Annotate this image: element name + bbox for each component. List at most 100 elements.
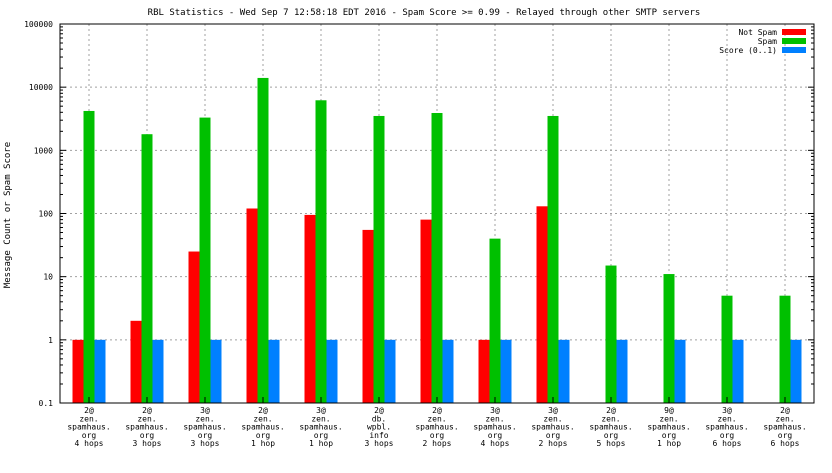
x-tick-label: spamhaus. [763, 423, 806, 432]
x-tick-label: 3@ [316, 406, 326, 415]
x-tick-label: zen. [427, 414, 446, 423]
x-tick-label: zen. [79, 414, 98, 423]
bar-score-0-1 [210, 339, 222, 403]
x-tick-label: org [488, 431, 503, 440]
x-tick-label: org [778, 431, 793, 440]
bar-not-spam [478, 339, 490, 403]
bar-score-0-1 [500, 339, 512, 403]
bar-not-spam [188, 251, 200, 403]
bar-not-spam [304, 214, 316, 403]
x-tick-label: 3@ [722, 406, 732, 415]
y-tick-label: 100000 [24, 20, 53, 29]
x-tick-label: zen. [485, 414, 504, 423]
bar-spam [489, 238, 501, 403]
x-tick-label: zen. [137, 414, 156, 423]
bar-spam [431, 112, 443, 404]
bar-spam [373, 115, 385, 403]
x-tick-label: 2@ [432, 406, 442, 415]
bar-not-spam [246, 208, 258, 403]
x-tick-label: org [430, 431, 445, 440]
x-tick-label: spamhaus. [705, 423, 748, 432]
x-tick-label: org [198, 431, 213, 440]
x-tick-label: wpbl. [367, 423, 391, 432]
y-tick-label: 1 [48, 336, 53, 345]
x-tick-label: spamhaus. [415, 423, 458, 432]
bar-score-0-1 [616, 339, 628, 403]
bar-score-0-1 [268, 339, 280, 403]
x-tick-label: 2@ [84, 406, 94, 415]
x-tick-label: zen. [543, 414, 562, 423]
x-tick-label: 6 hops [771, 439, 800, 448]
bar-not-spam [72, 339, 84, 403]
x-tick-label: 1 hop [251, 439, 275, 448]
x-tick-label: 3@ [200, 406, 210, 415]
x-tick-label: spamhaus. [647, 423, 690, 432]
x-tick-label: zen. [601, 414, 620, 423]
bar-score-0-1 [674, 339, 686, 403]
x-tick-label: spamhaus. [473, 423, 516, 432]
x-tick-label: 4 hops [75, 439, 104, 448]
bar-spam [315, 100, 327, 404]
bar-score-0-1 [558, 339, 570, 403]
x-tick-label: spamhaus. [125, 423, 168, 432]
bar-score-0-1 [732, 339, 744, 403]
bar-spam [721, 295, 733, 403]
chart-title: RBL Statistics - Wed Sep 7 12:58:18 EDT … [148, 8, 701, 18]
x-tick-label: zen. [311, 414, 330, 423]
y-tick-label: 10 [43, 273, 53, 282]
legend-swatch [782, 38, 806, 44]
bar-not-spam [130, 320, 142, 403]
x-tick-label: 5 hops [597, 439, 626, 448]
bar-score-0-1 [384, 339, 396, 403]
x-tick-label: 2@ [258, 406, 268, 415]
x-tick-label: zen. [253, 414, 272, 423]
x-tick-label: 3 hops [365, 439, 394, 448]
bar-score-0-1 [94, 339, 106, 403]
y-axis-label: Message Count or Spam Score [3, 142, 13, 288]
x-tick-label: 4 hops [481, 439, 510, 448]
bar-spam [257, 77, 269, 403]
x-tick-label: 3 hops [133, 439, 162, 448]
axis-layer: 0.11101001000100001000002@zen.spamhaus.o… [24, 20, 815, 448]
x-tick-label: db. [372, 414, 386, 423]
x-tick-label: 2@ [606, 406, 616, 415]
x-tick-label: org [140, 431, 155, 440]
x-tick-label: zen. [717, 414, 736, 423]
legend-swatch [782, 29, 806, 35]
x-tick-label: 2@ [374, 406, 384, 415]
bar-spam [779, 295, 791, 403]
x-tick-label: org [720, 431, 735, 440]
x-tick-label: 2@ [142, 406, 152, 415]
legend-swatch [782, 47, 806, 53]
bar-spam [83, 110, 95, 403]
x-tick-label: 1 hop [309, 439, 333, 448]
x-tick-label: 3 hops [191, 439, 220, 448]
x-tick-label: spamhaus. [299, 423, 342, 432]
x-tick-label: 2 hops [539, 439, 568, 448]
x-tick-label: spamhaus. [241, 423, 284, 432]
x-tick-label: org [604, 431, 619, 440]
x-tick-label: 2@ [780, 406, 790, 415]
x-tick-label: spamhaus. [589, 423, 632, 432]
x-tick-label: spamhaus. [183, 423, 226, 432]
x-tick-label: zen. [775, 414, 794, 423]
bar-spam [605, 265, 617, 403]
x-tick-label: spamhaus. [531, 423, 574, 432]
legend-label: Spam [758, 37, 777, 46]
plot-frame [59, 23, 815, 404]
bar-spam [547, 115, 559, 403]
legend-label: Score (0..1) [719, 46, 777, 55]
x-tick-label: org [314, 431, 329, 440]
bar-not-spam [536, 206, 548, 403]
bar-not-spam [420, 219, 432, 403]
x-tick-label: org [256, 431, 271, 440]
x-tick-label: org [82, 431, 97, 440]
y-tick-label: 100 [39, 210, 54, 219]
y-tick-label: 0.1 [39, 399, 54, 408]
bar-score-0-1 [790, 339, 802, 403]
bar-score-0-1 [442, 339, 454, 403]
x-tick-label: 6 hops [713, 439, 742, 448]
